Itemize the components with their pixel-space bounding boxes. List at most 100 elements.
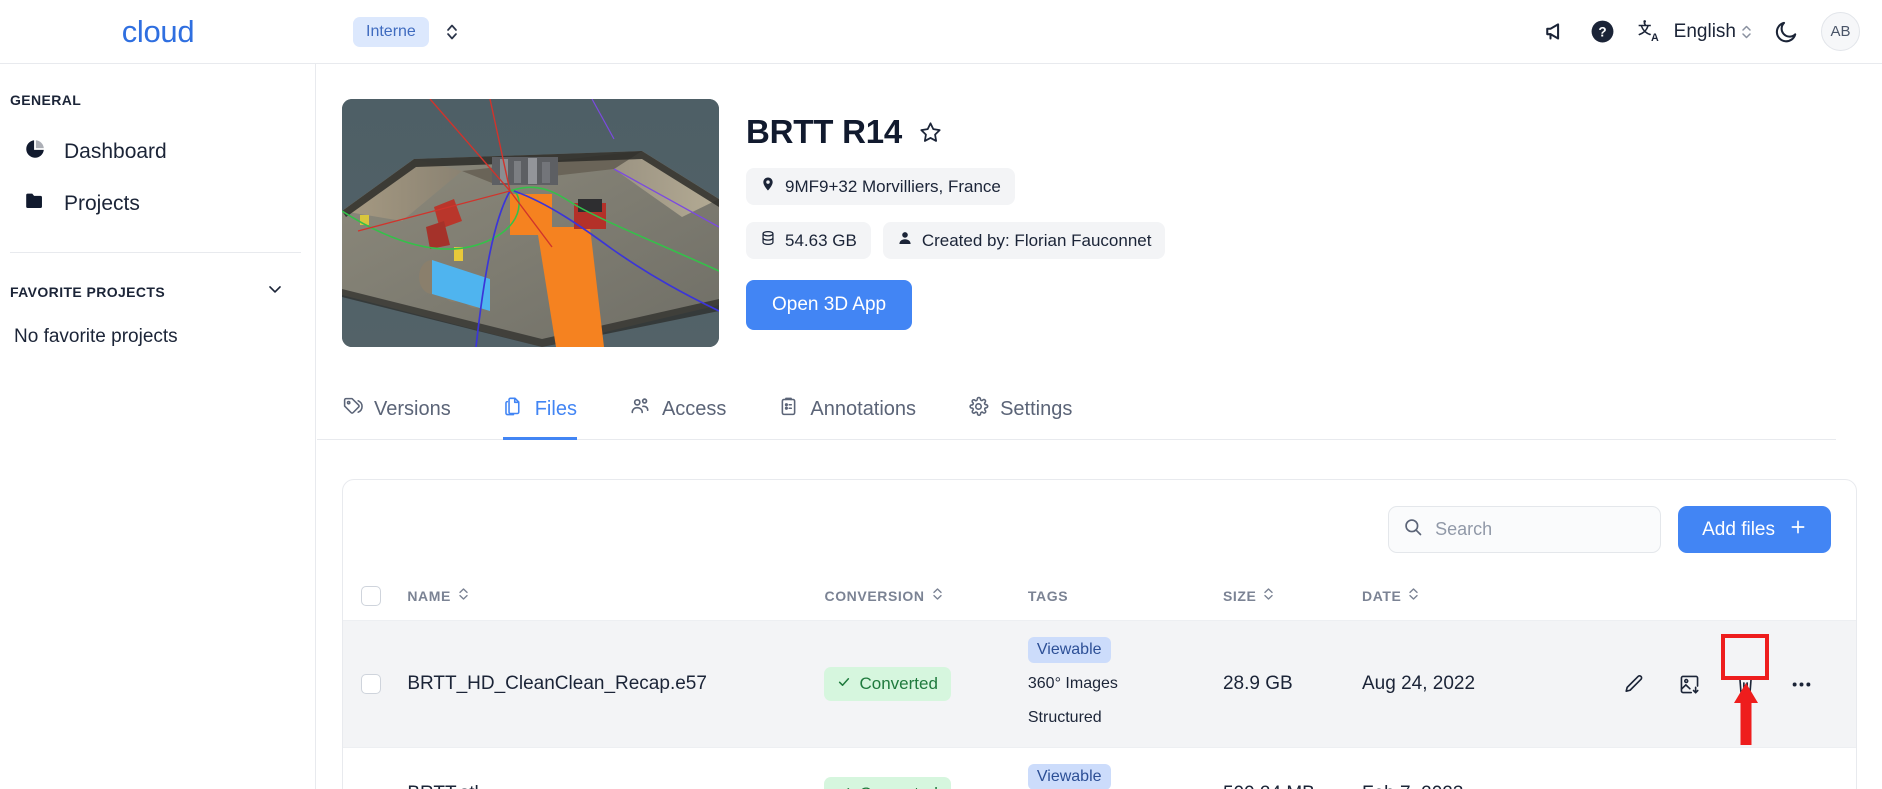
file-name: BRTT.stl	[407, 761, 824, 789]
svg-text:A: A	[1651, 32, 1659, 44]
gear-icon	[968, 396, 989, 423]
sidebar-item-label: Dashboard	[64, 140, 167, 163]
avatar[interactable]: AB	[1821, 12, 1860, 51]
delete-icon[interactable]	[1730, 669, 1760, 699]
open-3d-app-button[interactable]: Open 3D App	[746, 280, 913, 330]
files-panel: Add files NAME	[342, 479, 1857, 789]
tag-icon	[342, 396, 363, 423]
moon-icon[interactable]	[1763, 9, 1809, 55]
sidebar: GENERAL Dashboard Projects FAVORITE PROJ…	[0, 64, 316, 789]
more-icon[interactable]	[1786, 779, 1816, 789]
search-icon	[1403, 517, 1423, 542]
file-date: Feb 7, 2023	[1362, 783, 1545, 789]
row-actions	[1545, 669, 1856, 699]
header-actions: ? 文 A English AB	[1534, 9, 1882, 55]
tab-versions[interactable]: Versions	[342, 384, 451, 440]
tag-badge: Viewable	[1027, 637, 1111, 663]
size-pill: 54.63 GB	[746, 222, 871, 259]
column-label: NAME	[407, 587, 451, 604]
location-text: 9MF9+32 Morvilliers, France	[785, 176, 1001, 196]
pie-chart-icon	[24, 138, 46, 166]
sort-icon[interactable]	[458, 585, 469, 606]
file-name: BRTT_HD_CleanClean_Recap.e57	[407, 673, 707, 694]
file-size: 28.9 GB	[1222, 673, 1293, 694]
file-size: 509.24 MB	[1223, 783, 1362, 789]
column-header-date[interactable]: DATE	[1362, 575, 1545, 621]
tab-label: Settings	[1000, 398, 1073, 420]
tab-settings[interactable]: Settings	[968, 384, 1072, 440]
column-label: CONVERSION	[824, 587, 925, 604]
project-meta-row: 54.63 GB Created by: Florian Fauconnet	[746, 222, 1166, 259]
tab-label: Versions	[374, 398, 451, 420]
column-header-conversion[interactable]: CONVERSION	[824, 575, 1028, 621]
size-text: 54.63 GB	[785, 230, 857, 250]
table-row[interactable]: BRTT_HD_CleanClean_Recap.e57 Converted	[343, 620, 1856, 748]
tab-files[interactable]: Files	[502, 384, 577, 440]
select-all-header	[343, 575, 408, 621]
tab-access[interactable]: Access	[629, 383, 726, 440]
column-header-size[interactable]: SIZE	[1222, 575, 1362, 621]
sidebar-favorites-header[interactable]: FAVORITE PROJECTS	[0, 253, 315, 304]
project-title-row: BRTT R14	[746, 113, 1165, 151]
chevron-down-icon[interactable]	[265, 279, 285, 304]
check-icon	[837, 784, 851, 789]
more-icon[interactable]	[1786, 669, 1816, 699]
tab-annotations[interactable]: Annotations	[778, 384, 916, 440]
org-selector-pill[interactable]: Interne	[353, 16, 429, 47]
row-select-cell	[343, 620, 408, 748]
megaphone-icon[interactable]	[1534, 9, 1580, 55]
sort-icon[interactable]	[1408, 585, 1419, 606]
sidebar-favorites-label: FAVORITE PROJECTS	[10, 283, 166, 300]
row-checkbox[interactable]	[361, 674, 381, 694]
sidebar-item-projects[interactable]: Projects	[0, 178, 315, 230]
created-by-pill: Created by: Florian Fauconnet	[882, 222, 1166, 259]
row-size-cell: 509.24 MB	[1222, 747, 1362, 789]
table-row[interactable]: BRTT.stl Converted	[343, 747, 1856, 789]
status-label: Converted	[859, 674, 938, 693]
svg-text:文: 文	[1638, 22, 1651, 37]
search-input[interactable]	[1435, 519, 1647, 540]
row-actions-cell	[1544, 747, 1856, 789]
files-toolbar: Add files	[343, 480, 1856, 575]
column-header-actions	[1544, 575, 1856, 621]
project-info: BRTT R14 9MF9+32 Morvi	[719, 99, 1166, 347]
project-thumbnail[interactable]	[342, 99, 719, 347]
row-tags-cell: Viewable 360° Images Structured	[1027, 620, 1223, 748]
project-location-row: 9MF9+32 Morvilliers, France	[746, 168, 1165, 205]
tag-list: Viewable Downloadable	[1027, 748, 1223, 789]
sort-icon[interactable]	[1263, 585, 1274, 606]
database-icon	[760, 230, 776, 251]
org-selector-chevron-icon[interactable]	[445, 19, 459, 45]
created-by-text: Created by: Florian Fauconnet	[921, 230, 1152, 250]
sidebar-item-label: Projects	[64, 192, 140, 215]
language-chevron-icon[interactable]	[1740, 21, 1753, 43]
row-name-cell: BRTT.stl	[407, 747, 825, 789]
edit-icon[interactable]	[1618, 669, 1648, 699]
help-circle-icon[interactable]: ?	[1580, 9, 1626, 55]
column-label: TAGS	[1027, 587, 1069, 604]
page-title: BRTT R14	[746, 113, 903, 150]
translate-icon[interactable]: 文 A	[1626, 9, 1672, 55]
files-table-head: NAME CONVERSION	[343, 575, 1856, 621]
location-pill: 9MF9+32 Morvilliers, France	[746, 168, 1015, 205]
language-label[interactable]: English	[1673, 20, 1736, 42]
row-tags-cell: Viewable Downloadable	[1027, 747, 1223, 789]
column-header-tags: TAGS	[1027, 575, 1223, 621]
users-icon	[629, 395, 651, 423]
column-header-name[interactable]: NAME	[407, 575, 825, 621]
tag-badge: 360° Images	[1027, 675, 1118, 692]
row-select-cell	[343, 747, 408, 789]
sort-icon[interactable]	[932, 585, 943, 606]
sidebar-item-dashboard[interactable]: Dashboard	[0, 126, 315, 178]
favorite-star-icon[interactable]	[918, 120, 943, 145]
files-table: NAME CONVERSION	[343, 575, 1856, 789]
status-badge: Converted	[824, 667, 951, 701]
add-files-button[interactable]: Add files	[1678, 506, 1831, 553]
brand-logo[interactable]: cloud	[121, 13, 195, 49]
image-download-icon[interactable]	[1674, 669, 1704, 699]
project-tabs: Versions Files Access	[317, 383, 1836, 440]
column-label: SIZE	[1222, 587, 1257, 604]
user-icon	[897, 230, 913, 251]
select-all-checkbox[interactable]	[361, 585, 381, 606]
search-box[interactable]	[1388, 506, 1662, 553]
